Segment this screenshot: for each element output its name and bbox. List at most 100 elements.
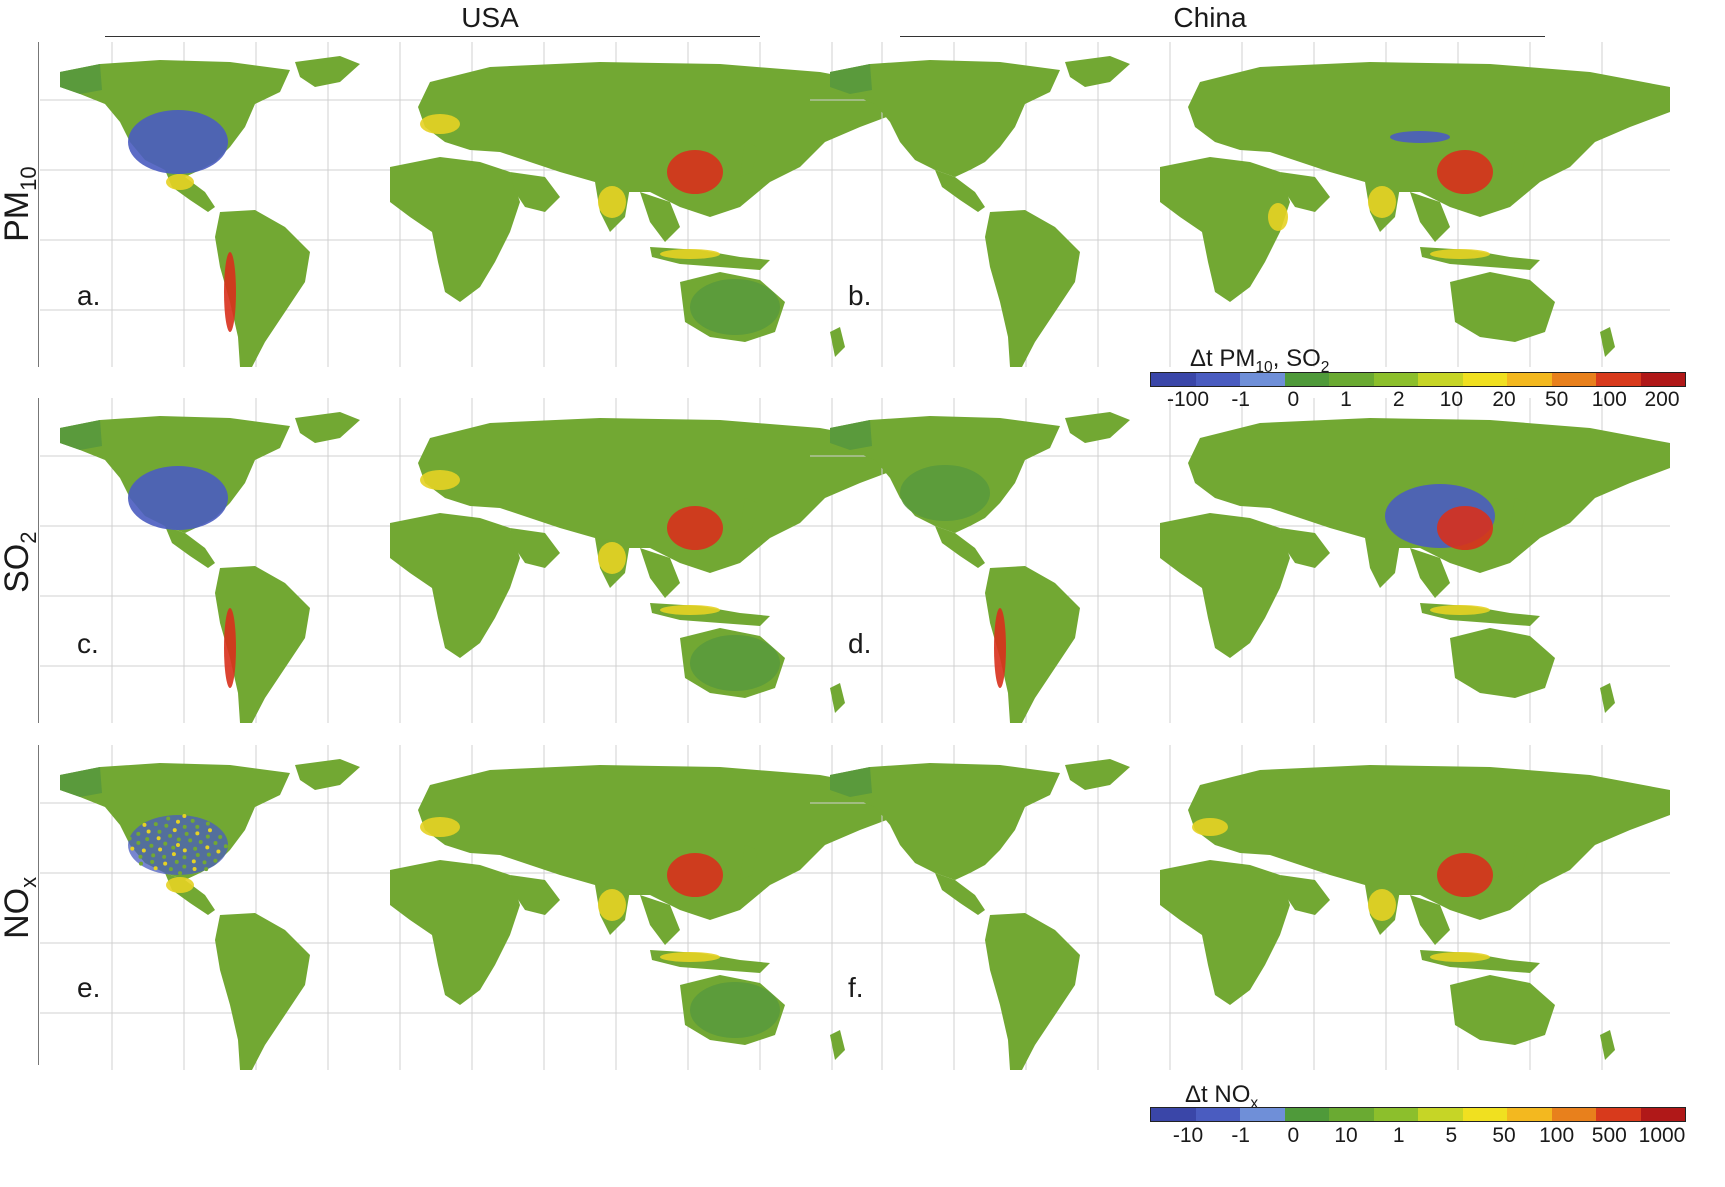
landmass-greenland bbox=[1065, 759, 1130, 790]
landmass-alaska bbox=[830, 420, 872, 450]
legend-color-swatch bbox=[1240, 1108, 1285, 1121]
landmass-alaska bbox=[830, 767, 872, 797]
landmass-north-america bbox=[830, 763, 1060, 880]
hotspot-east-africa bbox=[1268, 203, 1288, 231]
landmass-australia bbox=[1450, 272, 1555, 342]
landmass-new-zealand bbox=[1600, 327, 1615, 357]
hotspot-dot bbox=[153, 822, 158, 827]
hotspot-dot bbox=[182, 855, 187, 860]
hotspot-dot bbox=[176, 837, 181, 842]
hotspot-china-red bbox=[1437, 853, 1493, 897]
hotspot-dot bbox=[205, 821, 210, 826]
hotspot-china-red bbox=[667, 150, 723, 194]
map-panel-c bbox=[40, 398, 900, 723]
landmass-central-america bbox=[935, 170, 985, 212]
hotspot-australia-dark bbox=[690, 982, 780, 1038]
hotspot-dot bbox=[166, 816, 171, 821]
legend-color-swatch bbox=[1329, 1108, 1374, 1121]
hotspot-dot bbox=[130, 846, 135, 851]
landmass-india bbox=[1365, 538, 1400, 588]
landmass-south-america bbox=[985, 913, 1080, 1070]
legend-color-swatch bbox=[1329, 373, 1374, 386]
legend-color-swatch bbox=[1418, 1108, 1463, 1121]
hotspot-dot bbox=[213, 858, 218, 863]
hotspot-china-red bbox=[1437, 150, 1493, 194]
legend-tick-label: 1000 bbox=[1638, 1124, 1686, 1147]
hotspot-china-blue-dots bbox=[1390, 131, 1450, 143]
landmass-north-america bbox=[830, 60, 1060, 177]
row-rule-pm10 bbox=[38, 42, 39, 367]
hotspot-dot bbox=[193, 846, 198, 851]
landmass-central-america bbox=[935, 873, 985, 915]
hotspot-dot bbox=[182, 848, 187, 853]
landmass-south-america bbox=[985, 566, 1080, 723]
column-title-usa: USA bbox=[461, 2, 519, 33]
hotspot-dot bbox=[150, 859, 155, 864]
hotspot-europe bbox=[420, 114, 460, 134]
hotspot-dot bbox=[138, 854, 143, 859]
panel-label-a: a. bbox=[77, 280, 101, 311]
landmass-greenland bbox=[1065, 412, 1130, 443]
hotspot-dot bbox=[204, 867, 209, 872]
legend-color-swatch bbox=[1195, 373, 1240, 386]
hotspot-dot bbox=[158, 847, 163, 852]
legend-pm10-so2: Δt PM10, SO2 -100 -1 0 1 2 10 20 50 100 200 bbox=[1150, 345, 1690, 415]
hotspot-dot bbox=[216, 849, 221, 854]
hotspot-usa-blue bbox=[128, 110, 228, 174]
landmass-japan bbox=[1510, 498, 1528, 533]
hotspot-dot bbox=[182, 814, 187, 819]
landmass-alaska bbox=[60, 64, 102, 94]
hotspot-dot bbox=[191, 859, 196, 864]
landmass-arabia bbox=[510, 172, 560, 212]
legend-tick-label: 50 bbox=[1544, 388, 1569, 411]
landmass-eurasia bbox=[418, 418, 900, 573]
landmass-arabia bbox=[510, 528, 560, 568]
landmass-africa bbox=[390, 860, 520, 1005]
hotspot-dot bbox=[172, 828, 177, 833]
hotspot-dot bbox=[162, 854, 167, 859]
landmass-southeast-asia bbox=[1410, 548, 1450, 598]
panel-label-f: f. bbox=[848, 972, 864, 1003]
landmass-new-zealand bbox=[830, 327, 845, 357]
hotspot-dot bbox=[168, 833, 173, 838]
hotspot-dot bbox=[182, 824, 187, 829]
hotspot-dot bbox=[205, 834, 210, 839]
hotspot-indonesia bbox=[1430, 249, 1490, 259]
hotspot-andes bbox=[994, 608, 1006, 688]
row-rule-nox bbox=[38, 745, 39, 1065]
legend-color-swatch bbox=[1240, 373, 1285, 386]
landmass-new-zealand bbox=[830, 1030, 845, 1060]
legend-tick-label: 10 bbox=[1439, 388, 1464, 411]
hotspot-indonesia bbox=[1430, 605, 1490, 615]
landmass-arabia bbox=[1280, 172, 1330, 212]
hotspot-china-red bbox=[667, 506, 723, 550]
landmass-greenland bbox=[295, 759, 360, 790]
hotspot-dot bbox=[223, 844, 228, 849]
landmass-new-zealand bbox=[1600, 1030, 1615, 1060]
legend-color-swatch bbox=[1284, 373, 1329, 386]
map-panel-d bbox=[810, 398, 1670, 723]
landmass-japan bbox=[1510, 845, 1528, 880]
hotspot-dot bbox=[141, 848, 146, 853]
hotspot-andes bbox=[224, 608, 236, 688]
landmass-eurasia bbox=[1188, 765, 1670, 920]
hotspot-usa-dark bbox=[900, 465, 990, 521]
hotspot-dot bbox=[136, 831, 141, 836]
landmass-new-zealand bbox=[1600, 683, 1615, 713]
landmass-africa bbox=[1160, 860, 1290, 1005]
landmass-japan bbox=[740, 142, 758, 177]
legend-tick-label: 20 bbox=[1492, 388, 1516, 411]
hotspot-dot bbox=[163, 861, 168, 866]
hotspot-dot bbox=[174, 859, 179, 864]
hotspot-dot bbox=[182, 864, 187, 869]
landmass-central-america bbox=[935, 526, 985, 568]
landmass-southeast-asia bbox=[640, 548, 680, 598]
legend-color-swatch bbox=[1507, 373, 1552, 386]
landmass-africa bbox=[1160, 513, 1290, 658]
hotspot-china-red bbox=[667, 853, 723, 897]
row-title-pm10: PM10 bbox=[0, 166, 41, 242]
landmass-southeast-asia bbox=[640, 895, 680, 945]
hotspot-dot bbox=[171, 845, 176, 850]
hotspot-dot bbox=[142, 822, 147, 827]
hotspot-dot bbox=[190, 818, 195, 823]
